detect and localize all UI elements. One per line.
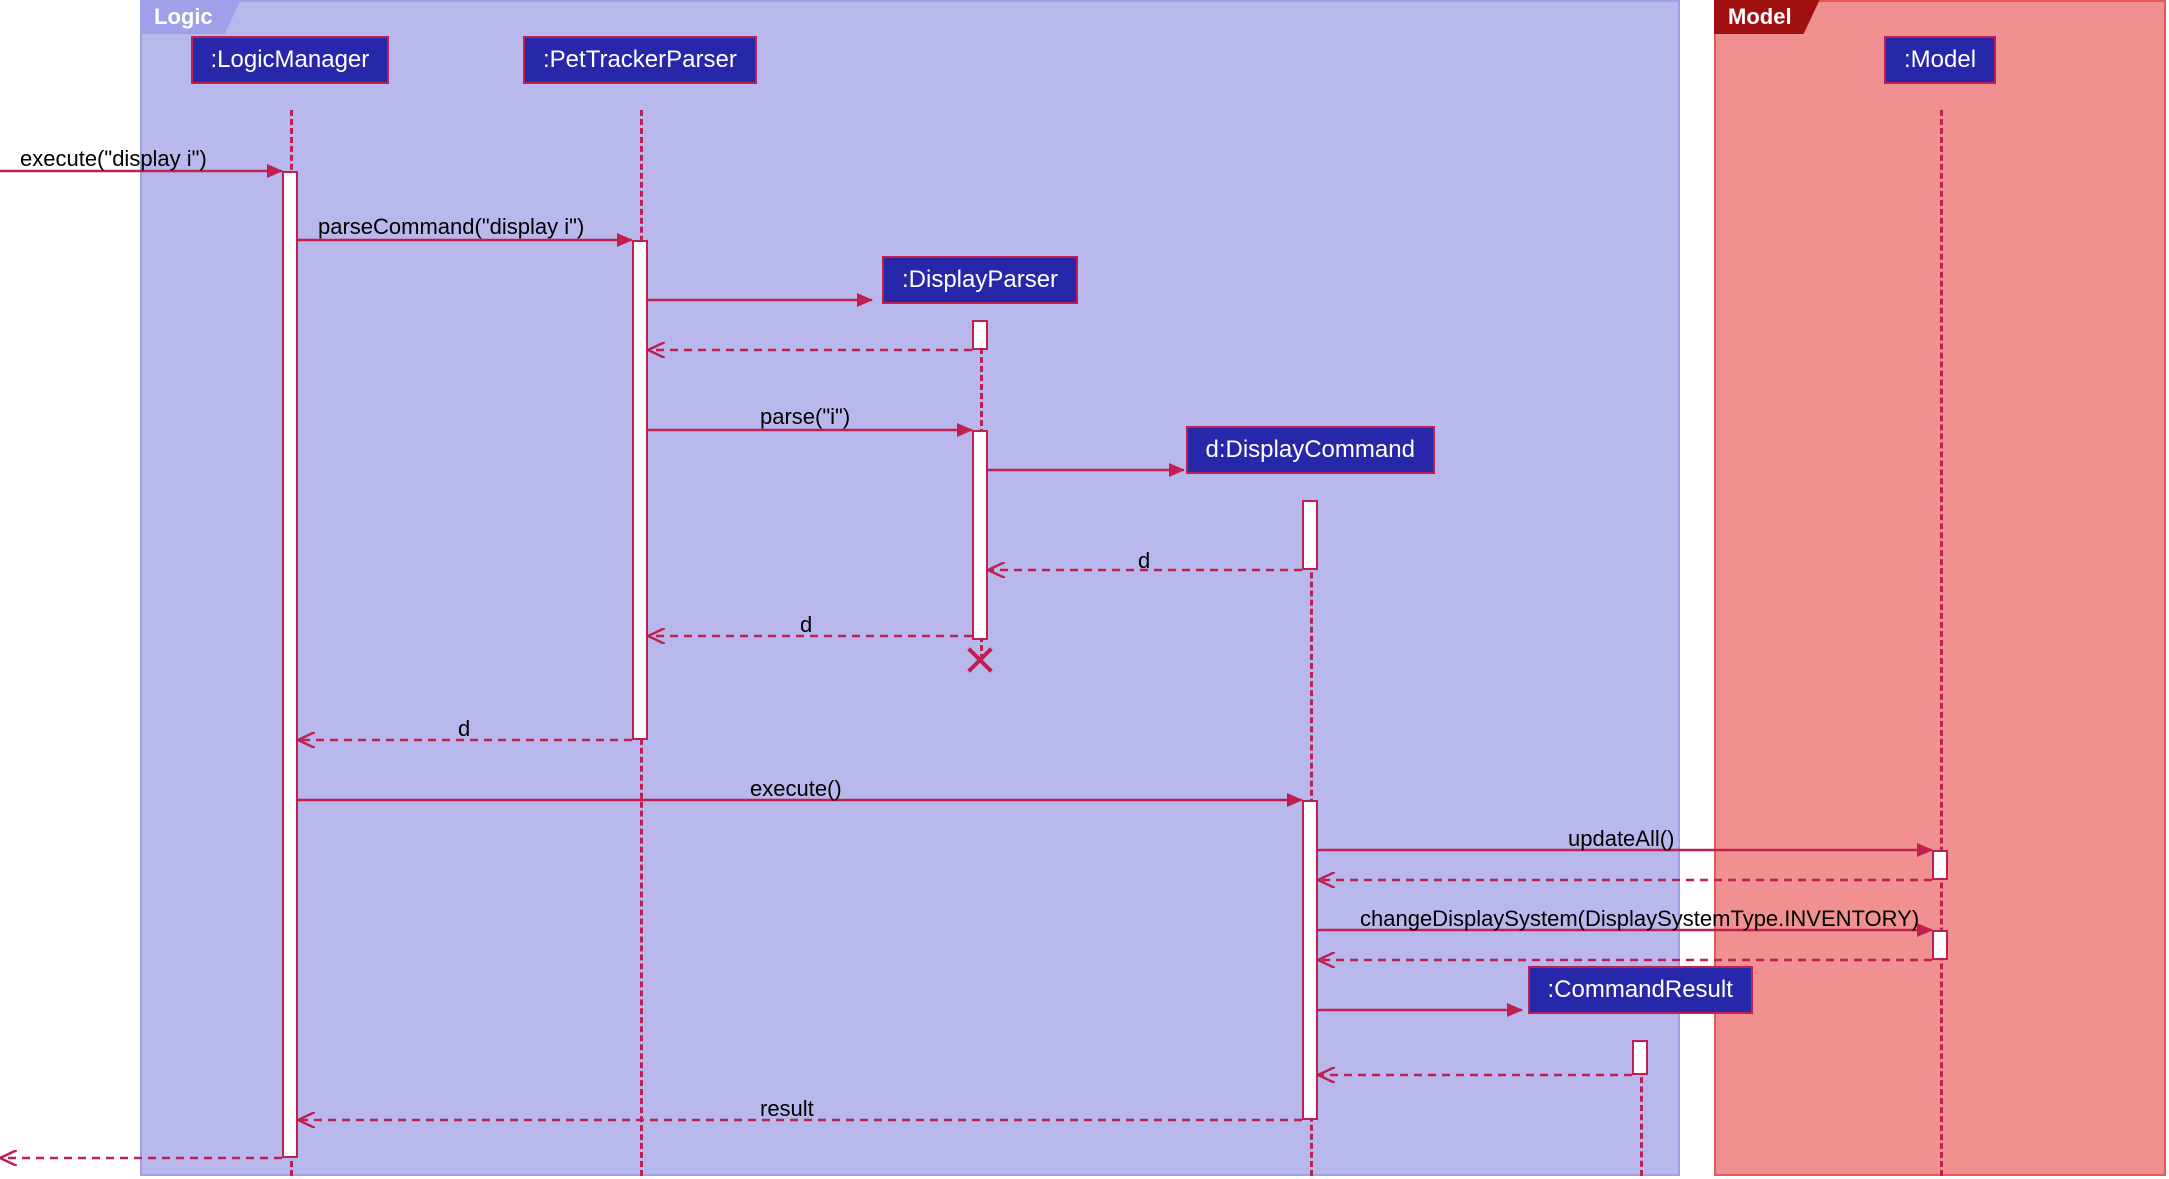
message-label-4: parse("i"): [760, 404, 850, 430]
activation-displayParser-2: [972, 320, 988, 350]
activation-model-6: [1932, 850, 1948, 880]
message-label-8: d: [458, 716, 470, 742]
participant-displayCommand: d:DisplayCommand: [1186, 426, 1435, 474]
frame-title-model: Model: [1714, 0, 1820, 34]
message-label-0: execute("display i"): [20, 146, 207, 172]
message-label-1: parseCommand("display i"): [318, 214, 584, 240]
participant-model: :Model: [1884, 36, 1996, 84]
message-label-6: d: [1138, 548, 1150, 574]
message-label-7: d: [800, 612, 812, 638]
activation-model-7: [1932, 930, 1948, 960]
participant-commandResult: :CommandResult: [1528, 966, 1753, 1014]
message-label-10: updateAll(): [1568, 826, 1674, 852]
lifeline-model: [1940, 110, 1943, 1176]
activation-displayCommand-4: [1302, 500, 1318, 570]
participant-displayParser: :DisplayParser: [882, 256, 1078, 304]
frame-title-logic: Logic: [140, 0, 241, 34]
destroy-icon: [964, 644, 996, 676]
message-label-12: changeDisplaySystem(DisplaySystemType.IN…: [1360, 906, 1919, 932]
activation-displayCommand-5: [1302, 800, 1318, 1120]
frame-logic: Logic: [140, 0, 1680, 1176]
activation-displayParser-3: [972, 430, 988, 640]
activation-petTrackerParser-1: [632, 240, 648, 740]
participant-petTrackerParser: :PetTrackerParser: [523, 36, 757, 84]
activation-commandResult-8: [1632, 1040, 1648, 1075]
message-label-16: result: [760, 1096, 814, 1122]
activation-logicManager-0: [282, 171, 298, 1158]
participant-logicManager: :LogicManager: [191, 36, 390, 84]
message-label-9: execute(): [750, 776, 842, 802]
